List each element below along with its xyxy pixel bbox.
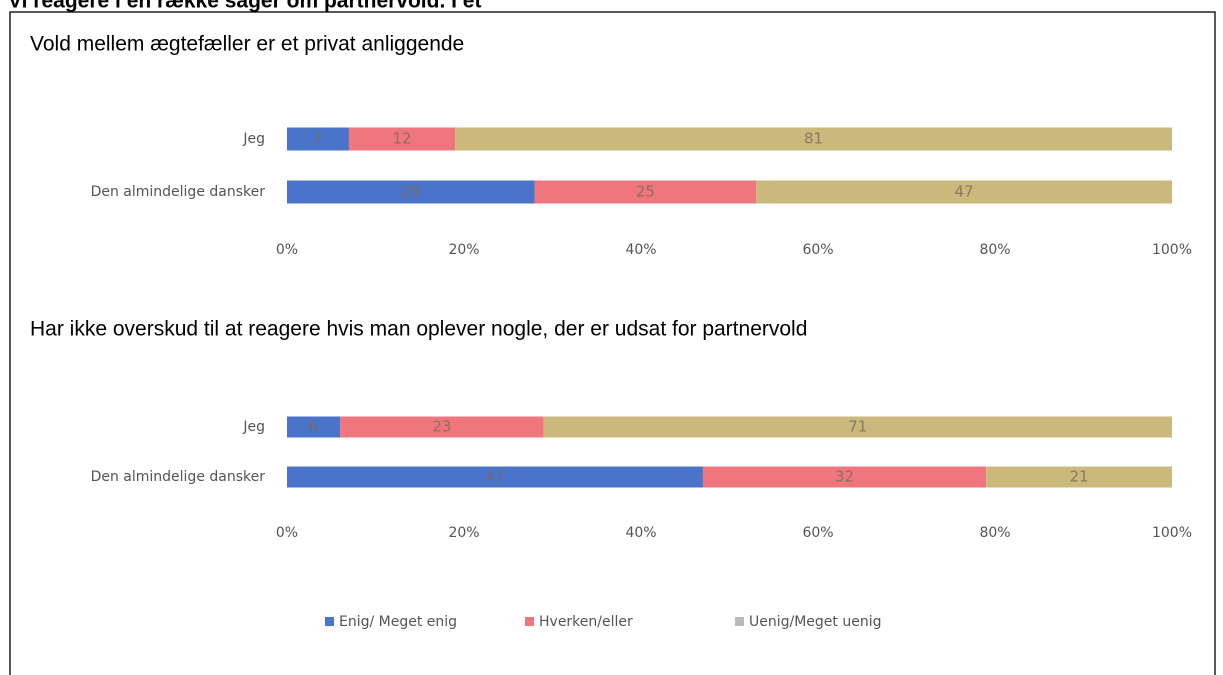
x-tick-label: 0% (276, 242, 298, 258)
bar-segment (287, 180, 535, 204)
bar-segment (702, 466, 987, 488)
data-label: 28 (401, 183, 420, 201)
data-label: 47 (954, 183, 973, 201)
x-tick-label: 100% (1152, 525, 1192, 541)
bar-segment (287, 127, 349, 151)
category-label: Jeg (242, 131, 265, 147)
data-label: 23 (432, 418, 451, 436)
x-tick-label: 60% (802, 525, 833, 541)
legend-label: Enig/ Meget enig (339, 614, 457, 630)
data-label: 6 (309, 418, 319, 436)
legend-swatch (325, 617, 334, 626)
x-tick-label: 40% (625, 525, 656, 541)
frame (9, 11, 1216, 675)
legend-label: Hverken/eller (539, 614, 633, 630)
bar-segment (455, 127, 1172, 151)
bar-segment (986, 466, 1172, 488)
data-label: 12 (393, 130, 412, 148)
data-label: 47 (485, 468, 504, 486)
x-tick-label: 20% (448, 525, 479, 541)
x-tick-label: 20% (448, 242, 479, 258)
data-label: 81 (804, 130, 823, 148)
bar-segment (756, 180, 1172, 204)
bar-segment (340, 416, 544, 438)
data-label: 71 (848, 418, 867, 436)
bar-segment (348, 127, 456, 151)
data-label: 25 (636, 183, 655, 201)
legend-label: Uenig/Meget uenig (749, 614, 882, 630)
category-label: Den almindelige dansker (91, 184, 266, 200)
chart-title: Vold mellem ægtefæller er et privat anli… (30, 33, 464, 56)
bar-segment (287, 466, 703, 488)
x-tick-label: 0% (276, 525, 298, 541)
data-label: 7 (313, 130, 323, 148)
data-label: 32 (835, 468, 854, 486)
x-tick-label: 100% (1152, 242, 1192, 258)
bar-segment (534, 180, 757, 204)
x-tick-label: 60% (802, 242, 833, 258)
x-tick-label: 40% (625, 242, 656, 258)
category-label: Den almindelige dansker (91, 469, 266, 485)
category-label: Jeg (242, 419, 265, 435)
chart-title: Har ikke overskud til at reagere hvis ma… (30, 318, 807, 341)
bar-segment (543, 416, 1172, 438)
heading: Vi reagere i en række sager om partnervo… (8, 0, 481, 13)
data-label: 21 (1070, 468, 1089, 486)
x-tick-label: 80% (979, 242, 1010, 258)
bar-segment (287, 416, 341, 438)
legend-swatch (525, 617, 534, 626)
legend-swatch (735, 617, 744, 626)
x-tick-label: 80% (979, 525, 1010, 541)
